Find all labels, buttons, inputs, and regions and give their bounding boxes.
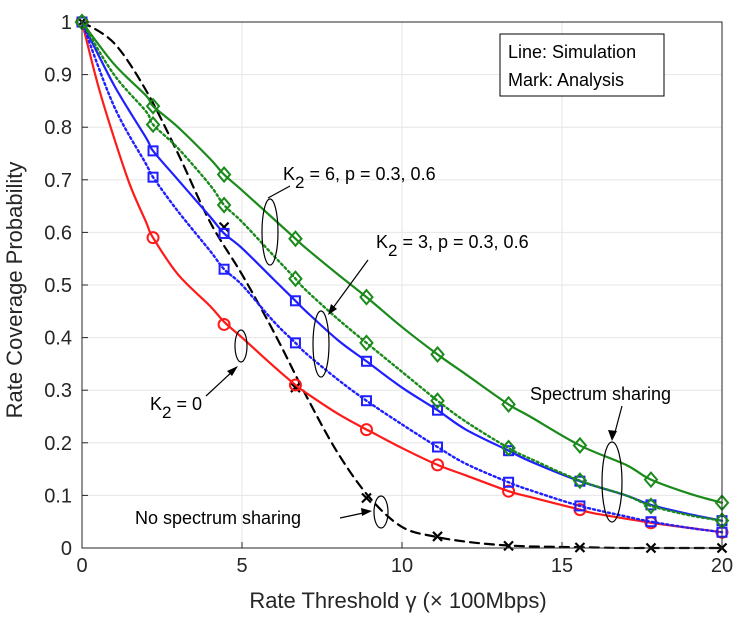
series-2	[76, 16, 728, 538]
legend-line-analysis: Mark: Analysis	[508, 70, 624, 90]
annotation-spectrum-sharing-arrowhead	[608, 430, 617, 441]
annotation-spectrum-sharing-text: Spectrum sharing	[530, 384, 671, 404]
series-1-marker-2	[217, 317, 231, 331]
series-3-marker-5	[432, 404, 444, 416]
annotation-k6-text: K2 = 6, p = 0.3, 0.6	[283, 164, 436, 192]
series-1-marker-1	[146, 231, 160, 245]
series-5-marker-2	[216, 166, 232, 184]
y-tick-label-5: 0.5	[44, 275, 72, 297]
y-tick-label-4: 0.4	[44, 328, 72, 350]
series-3-marker-1	[147, 145, 159, 157]
annotation-k6-pointer	[267, 185, 291, 199]
series-3-marker-4	[360, 355, 372, 367]
series-0-marker-3	[361, 492, 372, 504]
y-tick-label-2: 0.2	[44, 433, 72, 455]
series-1-marker-6	[502, 484, 516, 498]
series-4-marker-1	[145, 116, 161, 134]
series-2-marker-6	[503, 476, 515, 488]
x-tick-label-3: 15	[551, 555, 573, 577]
annotation-k3: K2 = 3, p = 0.3, 0.6	[312, 232, 529, 378]
series-0-marker-6	[574, 542, 586, 553]
grid	[81, 21, 723, 549]
annotation-k0: K2 = 0	[150, 329, 248, 422]
x-tick-label-0: 0	[76, 555, 87, 577]
series-5-marker-8	[643, 471, 659, 489]
annotation-no-spectrum-sharing-arrowhead	[361, 508, 372, 516]
axes	[81, 21, 723, 549]
y-tick-label-7: 0.7	[44, 170, 72, 192]
annotation-k0-pointer	[205, 369, 235, 397]
annotation-k0-text: K2 = 0	[150, 394, 202, 422]
annotation-no-spectrum-sharing-text: No spectrum sharing	[135, 508, 301, 528]
annotation-k0-arrowhead	[227, 366, 238, 376]
series-2-marker-8	[645, 516, 657, 528]
annotation-no-spectrum-sharing-ellipse	[373, 495, 389, 529]
series-5-line	[80, 20, 724, 504]
series-2-marker-7	[574, 500, 586, 512]
y-tick-label-10: 1	[61, 12, 72, 34]
series-5-marker-7	[572, 436, 588, 454]
x-tick-label-4: 20	[711, 555, 733, 577]
annotation-spectrum-sharing: Spectrum sharing	[530, 384, 671, 523]
series-1-marker-3	[288, 378, 302, 392]
annotation-k3-arrowhead	[328, 304, 337, 315]
series-0-marker-5	[503, 540, 514, 552]
series-5-marker-5	[430, 345, 445, 363]
x-tick-label-1: 5	[236, 555, 247, 577]
series-0-marker-4	[432, 531, 443, 542]
series-5-marker-3	[288, 230, 303, 248]
x-tick-label-2: 10	[391, 555, 413, 577]
series-5-marker-1	[145, 97, 161, 115]
y-tick-label-6: 0.6	[44, 222, 72, 244]
series-3-marker-3	[289, 295, 301, 307]
series-2-marker-5	[432, 441, 444, 453]
series-4-marker-6	[501, 439, 516, 457]
series-2-marker-1	[147, 171, 159, 183]
annotation-k0-ellipse	[234, 329, 248, 363]
annotation-k3-text: K2 = 3, p = 0.3, 0.6	[376, 232, 529, 260]
annotation-k6: K2 = 6, p = 0.3, 0.6	[261, 164, 436, 266]
series-4-marker-8	[643, 497, 659, 515]
series-4	[74, 13, 730, 530]
series-2-marker-4	[360, 395, 372, 407]
annotation-k6-ellipse	[261, 198, 279, 266]
series-4-marker-7	[572, 472, 588, 490]
series-4-marker-4	[359, 334, 374, 352]
series-4-marker-3	[288, 270, 303, 288]
annotation-k3-pointer	[329, 259, 369, 313]
y-axis-label: Rate Coverage Probability	[2, 162, 27, 419]
series-2-marker-3	[289, 337, 301, 349]
annotation-k3-ellipse	[312, 310, 330, 378]
annotation-spectrum-sharing-ellipse	[601, 441, 623, 523]
legend-box: Line: Simulation Mark: Analysis	[499, 33, 665, 97]
series-4-marker-5	[430, 392, 445, 410]
y-tick-label-1: 0.1	[44, 485, 72, 507]
y-tick-label-9: 0.9	[44, 65, 72, 87]
series-2-line	[80, 20, 724, 534]
series-1-marker-4	[359, 423, 373, 437]
y-tick-label-3: 0.3	[44, 380, 72, 402]
series-4-marker-2	[216, 196, 232, 214]
series-1-marker-5	[431, 458, 445, 472]
series-layer	[74, 13, 730, 554]
annotation-no-spectrum-sharing: No spectrum sharing	[135, 495, 389, 529]
x-axis-label: Rate Threshold γ (× 100Mbps)	[249, 588, 546, 613]
series-5-marker-6	[501, 395, 516, 413]
series-5-marker-4	[359, 288, 374, 306]
series-1-line	[80, 20, 724, 534]
legend-frame	[499, 33, 665, 97]
y-tick-label-8: 0.8	[44, 117, 72, 139]
series-5	[74, 13, 730, 512]
y-tick-label-0: 0	[61, 538, 72, 560]
tick-labels: 0 5 10 15 20 0 0.1 0.2 0.3 0.4 0.5 0.6 0.7 0.8 0.9 1	[44, 12, 733, 577]
series-2-marker-2	[218, 263, 230, 275]
series-4-line	[80, 20, 724, 522]
legend-line-simulation: Line: Simulation	[508, 42, 636, 62]
series-3-marker-2	[218, 227, 230, 239]
